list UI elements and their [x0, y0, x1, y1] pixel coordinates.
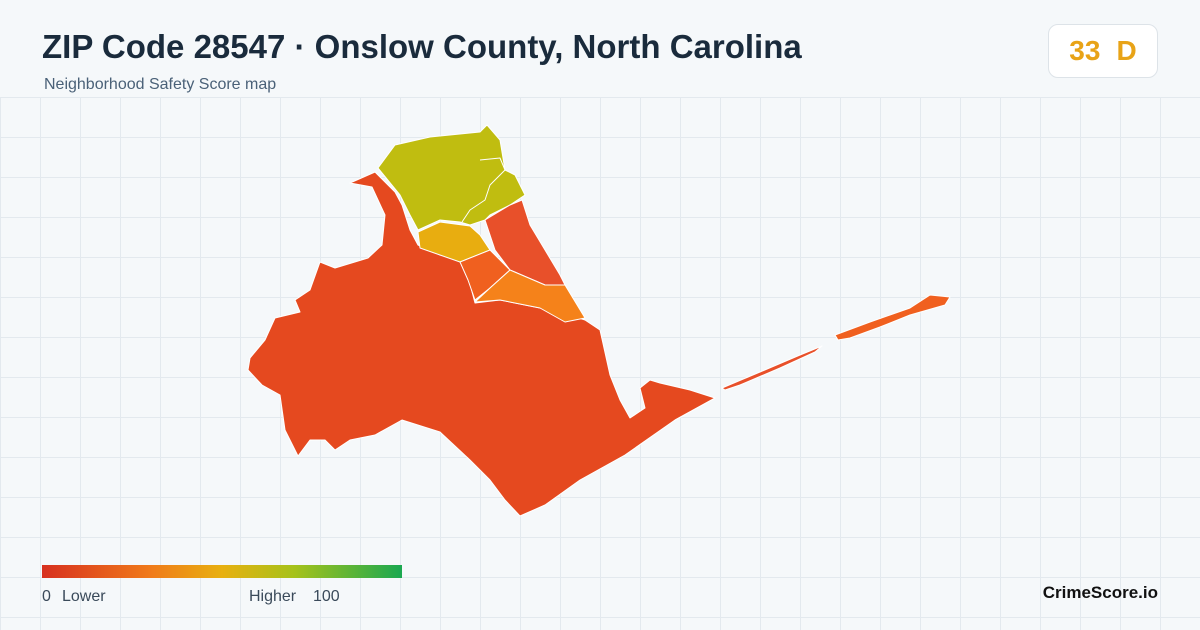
legend-min: 0: [42, 588, 51, 605]
legend-max: 100: [313, 588, 340, 605]
region: [474, 269, 586, 323]
island: [834, 294, 951, 341]
score-badge: 33 D: [1048, 24, 1158, 78]
score-grade: D: [1116, 35, 1137, 66]
region-border: [461, 157, 506, 223]
island: [721, 345, 823, 391]
score-value: 33: [1069, 35, 1101, 66]
region: [484, 199, 566, 286]
title: ZIP Code 28547 · Onslow County, North Ca…: [42, 28, 802, 65]
brand: CrimeScore.io: [1042, 583, 1158, 602]
subtitle: Neighborhood Safety Score map: [44, 76, 277, 93]
legend-gradient: [42, 565, 402, 578]
legend-max-label: Higher: [249, 588, 297, 605]
legend-min-label: Lower: [62, 588, 106, 605]
region: [247, 171, 716, 517]
